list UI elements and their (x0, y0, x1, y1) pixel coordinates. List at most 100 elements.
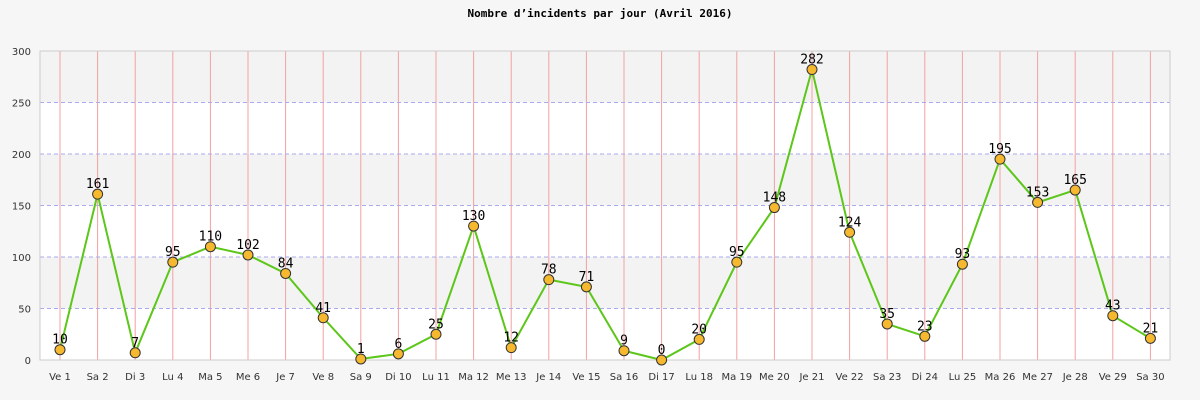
y-tick-label: 200 (12, 150, 31, 161)
data-point (656, 354, 668, 366)
data-label: 148 (763, 191, 786, 206)
data-point (618, 345, 630, 357)
data-label: 110 (199, 230, 222, 245)
x-tick-label: Je 14 (535, 372, 561, 383)
data-point (731, 256, 743, 268)
data-label: 1 (357, 342, 365, 357)
data-label: 130 (462, 209, 485, 224)
data-label: 95 (165, 245, 181, 260)
plot-band (40, 154, 1170, 206)
data-point (1069, 184, 1081, 196)
x-tick-label: Me 6 (236, 372, 260, 383)
y-tick-label: 300 (12, 47, 31, 58)
data-point (430, 328, 442, 340)
data-point (129, 347, 141, 359)
data-label: 195 (988, 142, 1011, 157)
x-tick-label: Ma 19 (721, 372, 752, 383)
data-point (580, 281, 592, 293)
data-point (355, 353, 367, 365)
data-label: 282 (800, 53, 823, 68)
plot-band (40, 102, 1170, 154)
x-tick-label: Di 3 (125, 372, 145, 383)
y-tick-label: 50 (18, 305, 31, 316)
data-label: 21 (1143, 321, 1159, 336)
data-label: 10 (52, 333, 68, 348)
series-line (59, 69, 1151, 362)
x-tick-label: Sa 30 (1136, 372, 1164, 383)
data-label: 35 (879, 307, 895, 322)
data-point (505, 342, 517, 354)
data-point (956, 258, 968, 270)
data-point (994, 153, 1006, 165)
data-point (242, 249, 254, 261)
data-point (768, 202, 780, 214)
data-point (1107, 310, 1119, 322)
y-tick-label: 0 (25, 356, 31, 367)
x-tick-label: Je 21 (798, 372, 824, 383)
data-label: 102 (236, 238, 259, 253)
x-tick-label: Lu 25 (949, 372, 977, 383)
data-label: 43 (1105, 299, 1121, 314)
plot-band (40, 205, 1170, 257)
data-point (919, 330, 931, 342)
data-label: 71 (579, 270, 595, 285)
x-tick-label: Sa 9 (350, 372, 372, 383)
plot-area (39, 50, 1171, 361)
data-label: 95 (729, 245, 745, 260)
data-point (1144, 332, 1156, 344)
y-tick-label: 250 (12, 99, 31, 110)
data-point (543, 274, 555, 286)
x-tick-label: Di 10 (385, 372, 411, 383)
x-tick-label: Me 13 (496, 372, 527, 383)
x-tick-label: Ve 22 (836, 372, 864, 383)
chart-title: Nombre d’incidents par jour (Avril 2016) (468, 7, 733, 20)
plot-border (39, 50, 1171, 361)
x-tick-label: Sa 2 (87, 372, 109, 383)
data-point (54, 344, 66, 356)
data-point (1032, 196, 1044, 208)
x-tick-label: Ma 12 (458, 372, 489, 383)
data-point (280, 267, 292, 279)
data-point (693, 333, 705, 345)
data-label: 20 (691, 322, 707, 337)
x-tick-label: Sa 16 (610, 372, 638, 383)
data-label: 41 (315, 301, 331, 316)
data-point (806, 64, 818, 76)
plot-band (40, 51, 1170, 103)
data-point (881, 318, 893, 330)
x-tick-label: Ve 29 (1099, 372, 1127, 383)
x-tick-label: Lu 11 (422, 372, 450, 383)
data-point (204, 241, 216, 253)
data-label: 23 (917, 319, 933, 334)
x-tick-label: Ma 26 (985, 372, 1016, 383)
data-point (167, 256, 179, 268)
plot-band (40, 257, 1170, 309)
x-tick-label: Me 20 (759, 372, 790, 383)
data-label: 25 (428, 317, 444, 332)
data-label: 12 (503, 331, 519, 346)
x-tick-label: Ma 5 (198, 372, 222, 383)
x-tick-label: Di 17 (648, 372, 674, 383)
x-tick-label: Di 24 (912, 372, 938, 383)
x-tick-label: Ve 1 (49, 372, 71, 383)
data-point (468, 220, 480, 232)
data-point (92, 188, 104, 200)
x-tick-label: Me 27 (1022, 372, 1053, 383)
data-point (317, 312, 329, 324)
data-label: 165 (1063, 173, 1086, 188)
data-label: 7 (131, 336, 139, 351)
data-label: 78 (541, 263, 557, 278)
data-label: 0 (658, 343, 666, 358)
x-tick-label: Lu 18 (685, 372, 713, 383)
x-tick-label: Je 28 (1062, 372, 1088, 383)
data-point (392, 348, 404, 360)
data-label: 6 (394, 337, 402, 352)
data-label: 93 (955, 247, 971, 262)
data-label: 161 (86, 177, 109, 192)
data-label: 84 (278, 256, 294, 271)
data-point (844, 226, 856, 238)
y-tick-label: 150 (12, 202, 31, 213)
x-tick-label: Ve 8 (312, 372, 334, 383)
